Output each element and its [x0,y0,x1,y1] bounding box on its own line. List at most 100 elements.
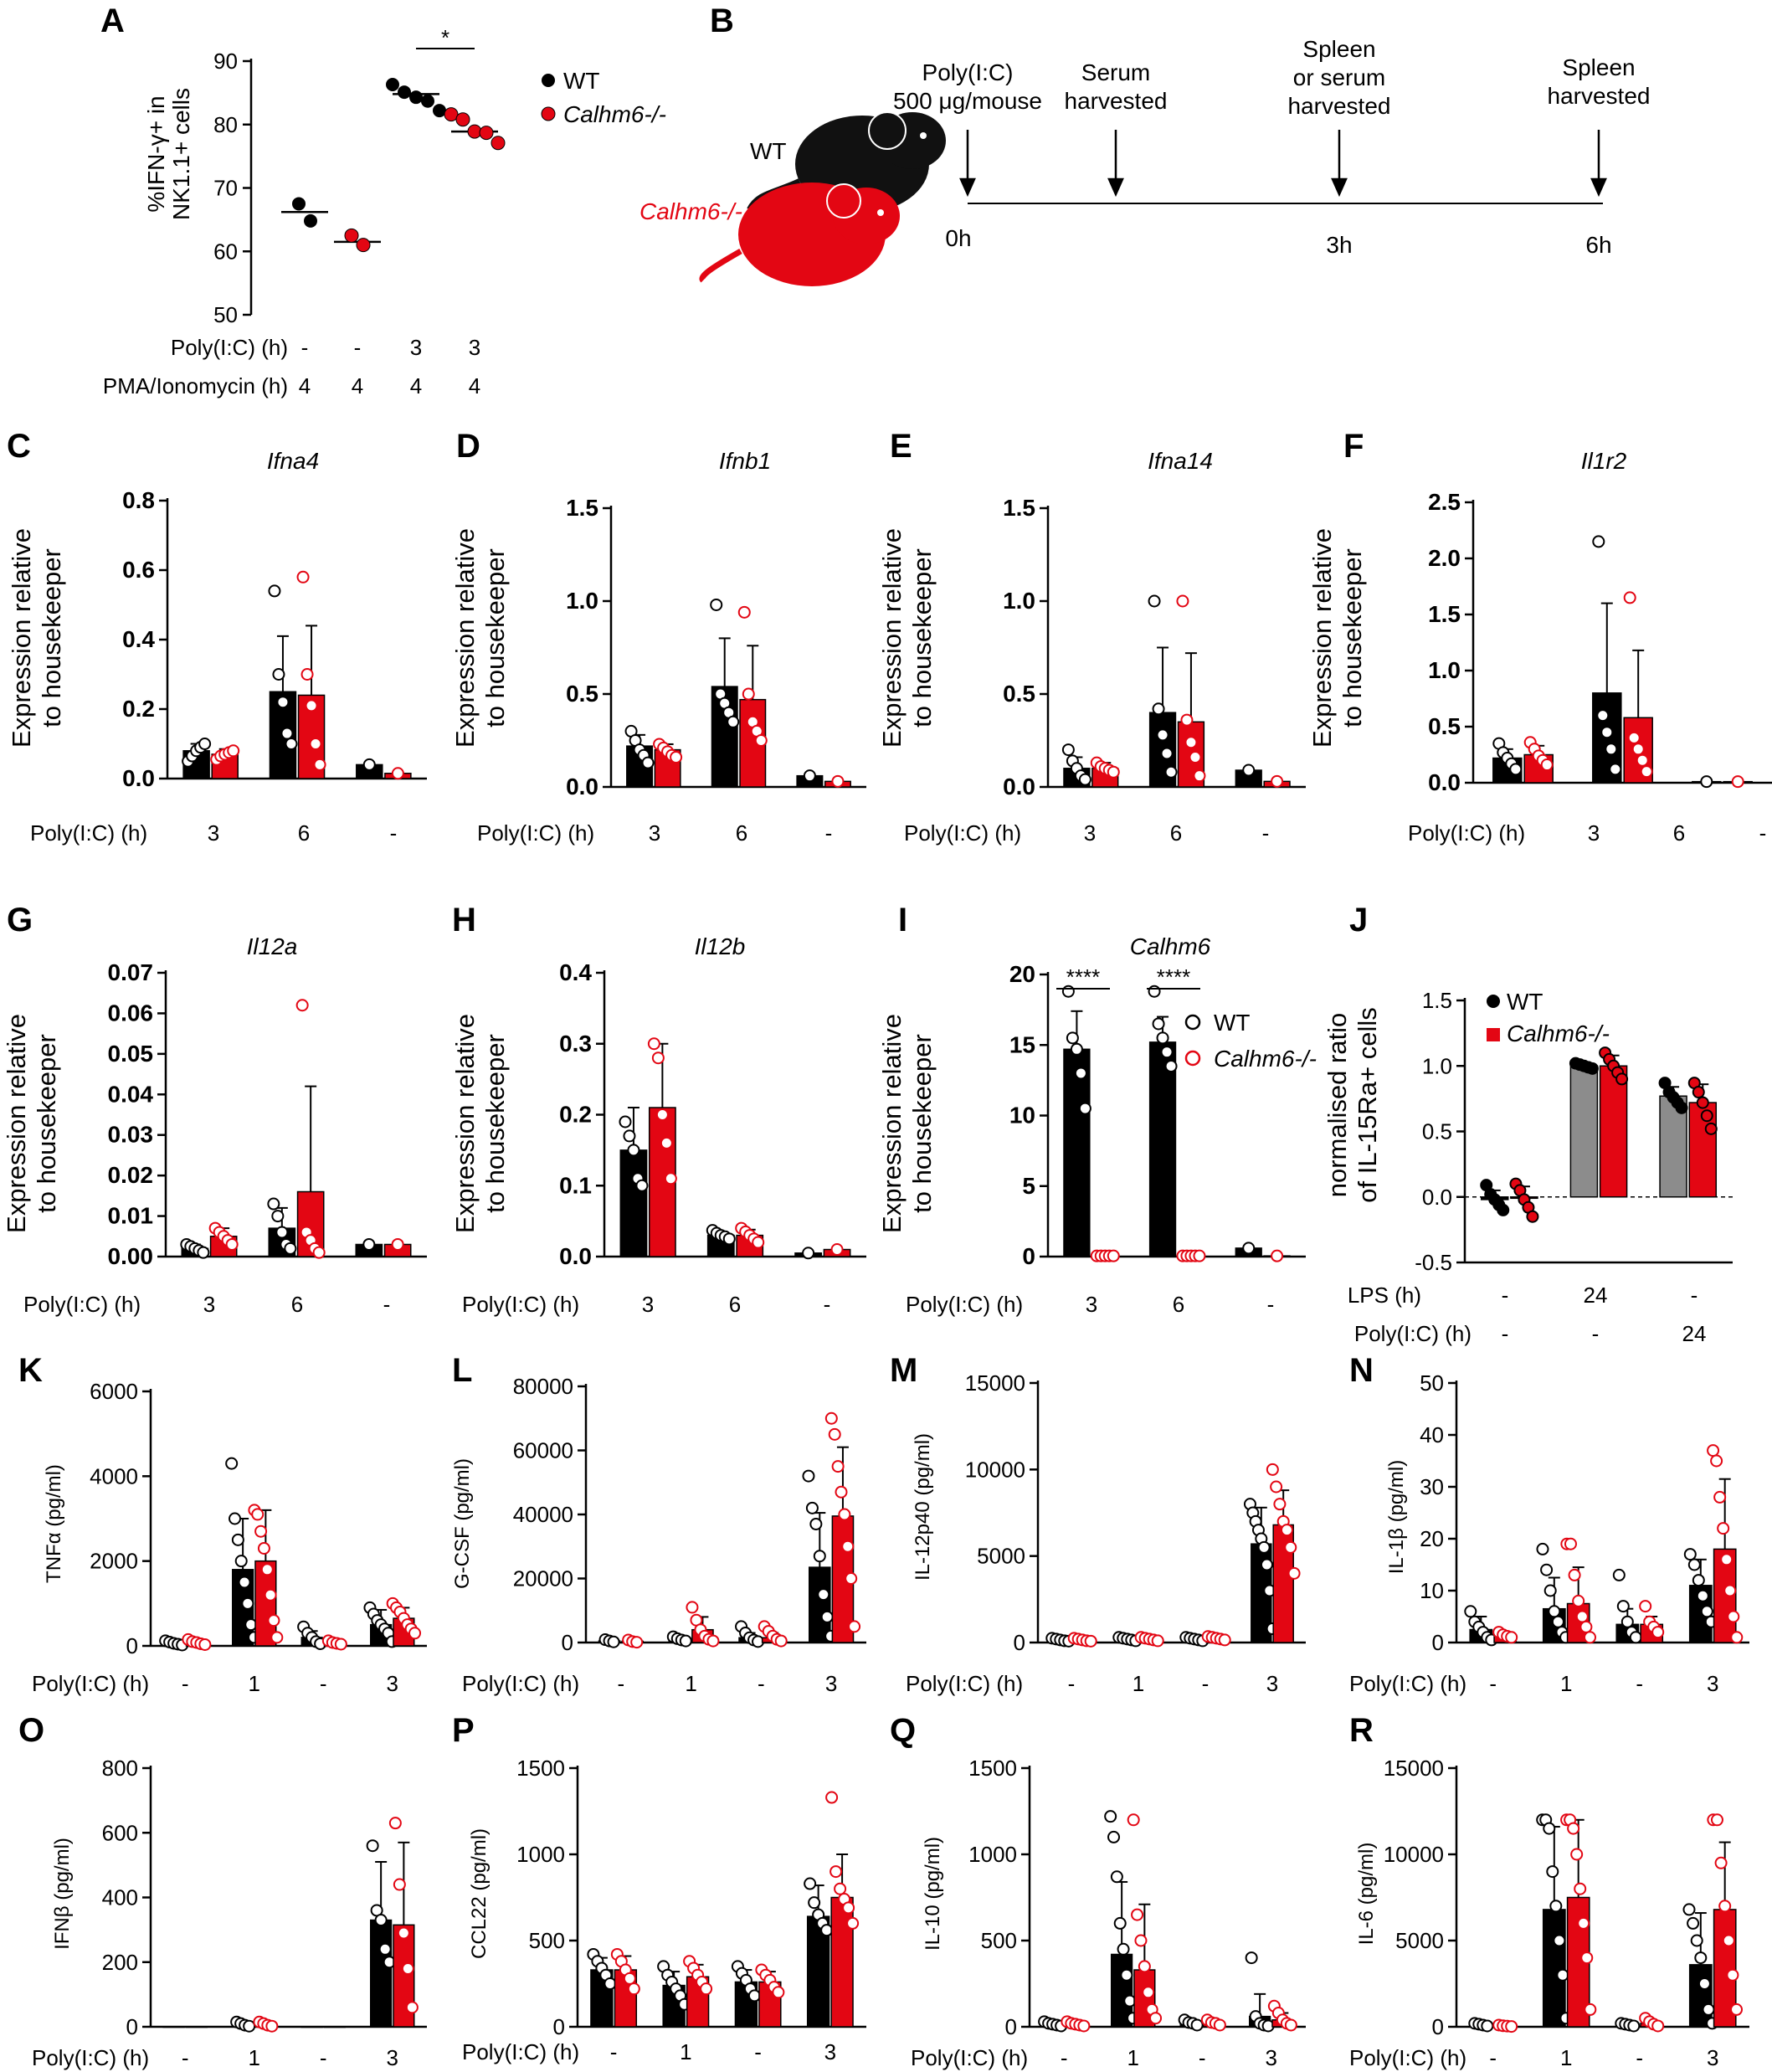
panel-n-xrow: 3 [1707,1671,1718,1696]
data-point [393,1878,406,1891]
y-tick-label: 0.5 [1422,1119,1452,1144]
panel-c-letter: C [7,428,31,465]
legend-wt-marker [542,74,555,87]
timeline-event-1: Poly(I:C) [922,59,1014,85]
data-point [1505,2020,1518,2033]
data-point [820,1924,834,1937]
bar [1063,1048,1091,1257]
y-tick-label: 0.5 [1428,713,1461,739]
data-point [1723,1584,1737,1597]
data-point [234,1555,248,1568]
panel-e-title: Ifna14 [1148,448,1213,474]
panel-p-labels: P CCL22 (pg/ml) [452,1712,491,1959]
y-tick-label: 0 [562,1630,573,1655]
data-point [271,1210,285,1223]
data-point [1731,775,1744,789]
data-point [1675,1101,1688,1114]
data-point [1640,765,1653,779]
y-tick-label: 15 [1009,1031,1035,1057]
data-point [1572,1594,1585,1607]
data-point [742,687,755,701]
data-point [651,1051,665,1065]
y-tick-label: 60 [213,239,238,264]
data-point [1273,1498,1287,1511]
data-point [1722,1934,1735,1947]
data-point [727,715,740,728]
panel-l-labels: L G-CSF (pg/ml) [451,1352,474,1589]
panel-d-xrow: 6 [736,820,747,846]
panel-d-xrow-label: Poly(I:C) (h) [477,820,594,846]
panel-j-row1: 24 [1584,1283,1608,1308]
data-point [374,1914,388,1927]
data-point [1084,1634,1097,1648]
panel-n-xrow: - [1489,1671,1497,1696]
data-point [1193,1249,1206,1262]
data-point [604,1977,617,1990]
panel-c-title: Ifna4 [267,448,319,474]
panel-g-xrow: 6 [291,1292,303,1317]
panel-o-plot: 0 200 400 600 800 [102,1756,427,2039]
data-point [831,1460,845,1473]
panel-g-plot: 0.00 0.01 0.02 0.03 0.04 0.05 0.06 0.07 [108,959,427,1269]
data-point [828,1427,841,1441]
data-point [1270,1480,1283,1494]
data-point [305,699,318,712]
panel-d-xrow: 3 [649,820,660,846]
panel-a-letter: A [100,3,125,39]
panel-f-xrow: 6 [1673,820,1685,846]
data-point [1698,1977,1711,1990]
data-point [285,738,298,750]
panel-r-xrow: 3 [1707,2045,1718,2070]
panel-c-xrow: - [390,820,398,846]
data-point [1271,774,1284,788]
panel-e-xrow: 6 [1170,820,1182,846]
data-point [267,1614,280,1627]
y-tick-label: 40000 [513,1502,573,1527]
y-tick-label: 2.5 [1428,489,1461,515]
y-tick-label: 0.06 [108,1000,154,1026]
y-tick-label: 0.3 [559,1031,592,1057]
panel-h-xrow-label: Poly(I:C) (h) [462,1292,579,1317]
panel-j-ylabel: of IL-15Ra+ cells [1353,1007,1382,1202]
y-tick-label: 2.0 [1428,545,1461,571]
panel-a-row2-val: 4 [299,373,311,398]
data-point [300,668,314,681]
y-tick-label: 0.6 [122,557,155,583]
y-tick-label: 0 [1432,2014,1444,2039]
panel-e-xrow: - [1262,820,1270,846]
data-point [1107,765,1120,779]
data-point [1266,1463,1279,1476]
data-point [808,1896,821,1910]
panel-k-labels: K TNFα (pg/ml) [18,1352,65,1583]
panel-m-letter: M [890,1352,917,1389]
timeline-event-3: or serum [1293,64,1385,90]
bar [830,1896,854,2028]
data-point [1180,713,1194,727]
panel-r-xrow: - [1489,2045,1497,2070]
data-point [1704,1122,1718,1135]
data-point [1694,1951,1708,1965]
panel-q-labels: Q IL-10 (pg/ml) [890,1712,944,1951]
panel-a-row2-val: 4 [410,373,422,398]
data-point [1609,763,1622,776]
data-point [1631,743,1645,756]
data-point [479,126,494,141]
data-point [1720,1553,1733,1566]
data-point [405,2001,419,2014]
panel-a-row2-label: PMA/Ionomycin (h) [103,373,288,398]
data-point [401,1961,414,1975]
panel-h-ylabel: Expression relative [450,1014,480,1233]
panel-j-labels: J normalised ratio of IL-15Ra+ cells WT … [1323,902,1706,1346]
data-point [1061,743,1075,757]
panel-k-xrow: - [320,1671,327,1696]
bar [323,2026,346,2028]
data-point [391,1237,404,1251]
data-point [1148,594,1161,608]
panel-a-plot: 50 60 70 80 90 [213,49,506,327]
panel-n-xrow: 1 [1560,1671,1572,1696]
data-point [260,1563,274,1576]
panel-f-xrow-label: Poly(I:C) (h) [1408,820,1525,846]
panel-g-ylabel: to housekeeper [32,1034,61,1213]
panel-o-letter: O [18,1712,44,1749]
panel-l-plot: 0 20000 40000 60000 80000 [513,1374,866,1655]
